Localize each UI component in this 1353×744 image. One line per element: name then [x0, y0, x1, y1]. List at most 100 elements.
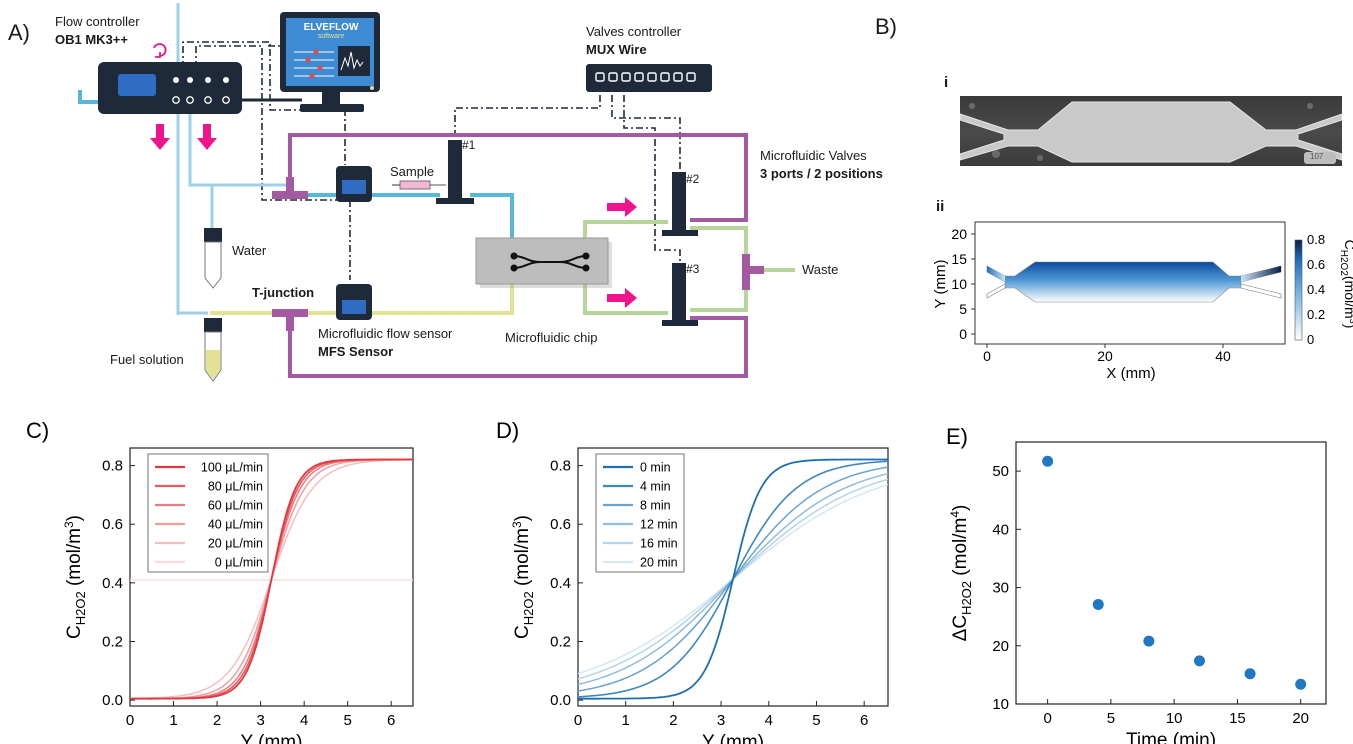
- panel-letter: D): [496, 418, 519, 443]
- sample-syringe: [392, 180, 446, 190]
- y-tick-label: 0.0: [550, 692, 571, 709]
- y-tick-label: 0.8: [550, 458, 571, 475]
- x-tick-label: 2: [213, 712, 221, 729]
- software-brand: ELVEFLOW: [303, 22, 359, 33]
- x-tick-label: 0: [574, 712, 582, 729]
- flow-sensor-fuel: [336, 284, 372, 320]
- fuel-solution-label: Fuel solution: [110, 352, 184, 367]
- x-tick-label: 5: [1107, 710, 1115, 727]
- x-tick-label: 4: [300, 712, 308, 729]
- panel-b-sub-ii: ii: [936, 198, 945, 215]
- chart-d: D) 0 1 2 3 4 5 6 0.0 0.2 0.4 0.6 0.8 Y (mm) CH2O2 (mol…: [496, 418, 889, 744]
- x-axis-label: Y (mm): [241, 732, 303, 744]
- sim-tick-marks: [971, 233, 1224, 348]
- sim-y-tick-3: 15: [951, 251, 967, 267]
- panel-a-letter: A): [8, 20, 30, 45]
- plot-frame: [577, 447, 889, 707]
- valve-2: [662, 172, 698, 236]
- sim-x-tick-2: 40: [1215, 348, 1231, 364]
- control-lines: [182, 41, 681, 280]
- x-tick-label: 5: [812, 712, 820, 729]
- series-line: [130, 458, 413, 700]
- valve-1-label: #1: [462, 138, 476, 152]
- chart-c: C) 0 1 2 3 4 5 6 0.0 0.2 0.4 0.6 0.8 Y (mm) CH2O2 (mol…: [26, 418, 414, 744]
- cb-tick-1: 0.2: [1307, 307, 1325, 322]
- legend-label: 20 μL/min: [208, 537, 263, 551]
- cb-label: CH2O2(mol/m3): [1338, 240, 1353, 329]
- legend-label: 4 min: [640, 480, 671, 494]
- t-junction-label: T-junction: [252, 285, 315, 300]
- plot-frame: [1015, 441, 1327, 705]
- x-tick-label: 1: [622, 712, 630, 729]
- y-tick-label: 30: [992, 580, 1009, 597]
- sim-channel: [986, 261, 1282, 303]
- cb-tick-2: 0.4: [1307, 282, 1325, 297]
- panel-letter: C): [26, 418, 49, 443]
- legend-label: 60 μL/min: [208, 499, 263, 513]
- chart-e: E) 0 5 10 15 20 10 20 30 40 50 Time (min) ΔCH2O2 (mo…: [946, 424, 1327, 744]
- data-point: [1042, 455, 1054, 467]
- y-axis-label: ΔCH2O2 (mol/m4): [948, 505, 974, 642]
- flow-controller-model: OB1 MK3++: [55, 32, 128, 47]
- x-tick-label: 4: [765, 712, 773, 729]
- water-tubes: [176, 3, 514, 315]
- sim-y-label: Y (mm): [932, 260, 949, 309]
- microfluidic-chip: [475, 237, 612, 288]
- x-tick-label: 3: [717, 712, 725, 729]
- cb-tick-0: 0: [1307, 332, 1314, 347]
- x-tick-label: 1: [169, 712, 177, 729]
- valve-3: [662, 263, 698, 326]
- valves-title: Microfluidic Valves: [760, 148, 867, 163]
- valve-2-label: #2: [686, 172, 700, 186]
- legend-label: 16 min: [640, 537, 678, 551]
- legend-label: 80 μL/min: [208, 480, 263, 494]
- y-tick-label: 0.2: [102, 634, 123, 651]
- simulation-plot: 0 20 40 0 5 10 15 20 X (mm) Y (mm) 0 0.2…: [932, 221, 1353, 382]
- chip-label: Microfluidic chip: [505, 330, 598, 345]
- panel-b-sub-i: i: [944, 74, 949, 91]
- y-tick-label: 50: [992, 463, 1009, 480]
- data-point: [1092, 598, 1104, 610]
- pressure-tubes: [288, 133, 748, 378]
- x-tick-label: 0: [1043, 710, 1051, 727]
- y-tick-label: 0.6: [102, 516, 123, 533]
- micrograph-shape: [959, 101, 1343, 164]
- y-tick-label: 0.4: [102, 575, 123, 592]
- y-tick-label: 0.0: [102, 692, 123, 709]
- x-tick-label: 15: [1229, 710, 1246, 727]
- x-tick-label: 3: [256, 712, 264, 729]
- y-tick-label: 0.4: [550, 575, 571, 592]
- series-line: [578, 458, 888, 700]
- legend-label: 12 min: [640, 518, 678, 532]
- valves-controller-model: MUX Wire: [586, 42, 647, 57]
- data-point: [1295, 678, 1307, 690]
- x-tick-label: 6: [387, 712, 395, 729]
- y-axis-label: CH2O2 (mol/m3): [62, 515, 88, 639]
- sim-x-label: X (mm): [1106, 365, 1155, 382]
- y-tick-label: 0.2: [550, 634, 571, 651]
- sim-y-tick-1: 5: [959, 301, 967, 317]
- x-tick-label: 0: [126, 712, 134, 729]
- water-vial: [204, 228, 222, 289]
- y-tick-label: 40: [992, 521, 1009, 538]
- fuel-vial: [204, 318, 222, 382]
- sim-y-tick-0: 0: [959, 326, 967, 342]
- legend-label: 20 min: [640, 556, 678, 570]
- setup-diagram: [78, 3, 795, 382]
- flow-arrows: [150, 124, 637, 308]
- flow-sensor-model: MFS Sensor: [318, 344, 394, 359]
- software-sub: software: [317, 33, 345, 40]
- cb-tick-3: 0.6: [1307, 257, 1325, 272]
- panel-letter: E): [946, 424, 968, 449]
- flow-controller-device: [78, 62, 302, 114]
- valves-controller-device: [586, 64, 712, 92]
- flow-controller-title: Flow controller: [55, 14, 140, 29]
- legend-label: 0 min: [640, 461, 671, 475]
- recirculate-icon: [153, 43, 167, 58]
- y-axis-label: CH2O2 (mol/m3): [510, 515, 536, 639]
- chip-micrograph: 107: [959, 96, 1343, 166]
- micrograph-scale-text: 107: [1310, 152, 1324, 161]
- sim-y-tick-2: 10: [951, 276, 967, 292]
- waste-label: Waste: [802, 262, 839, 277]
- y-tick-label: 10: [992, 696, 1009, 713]
